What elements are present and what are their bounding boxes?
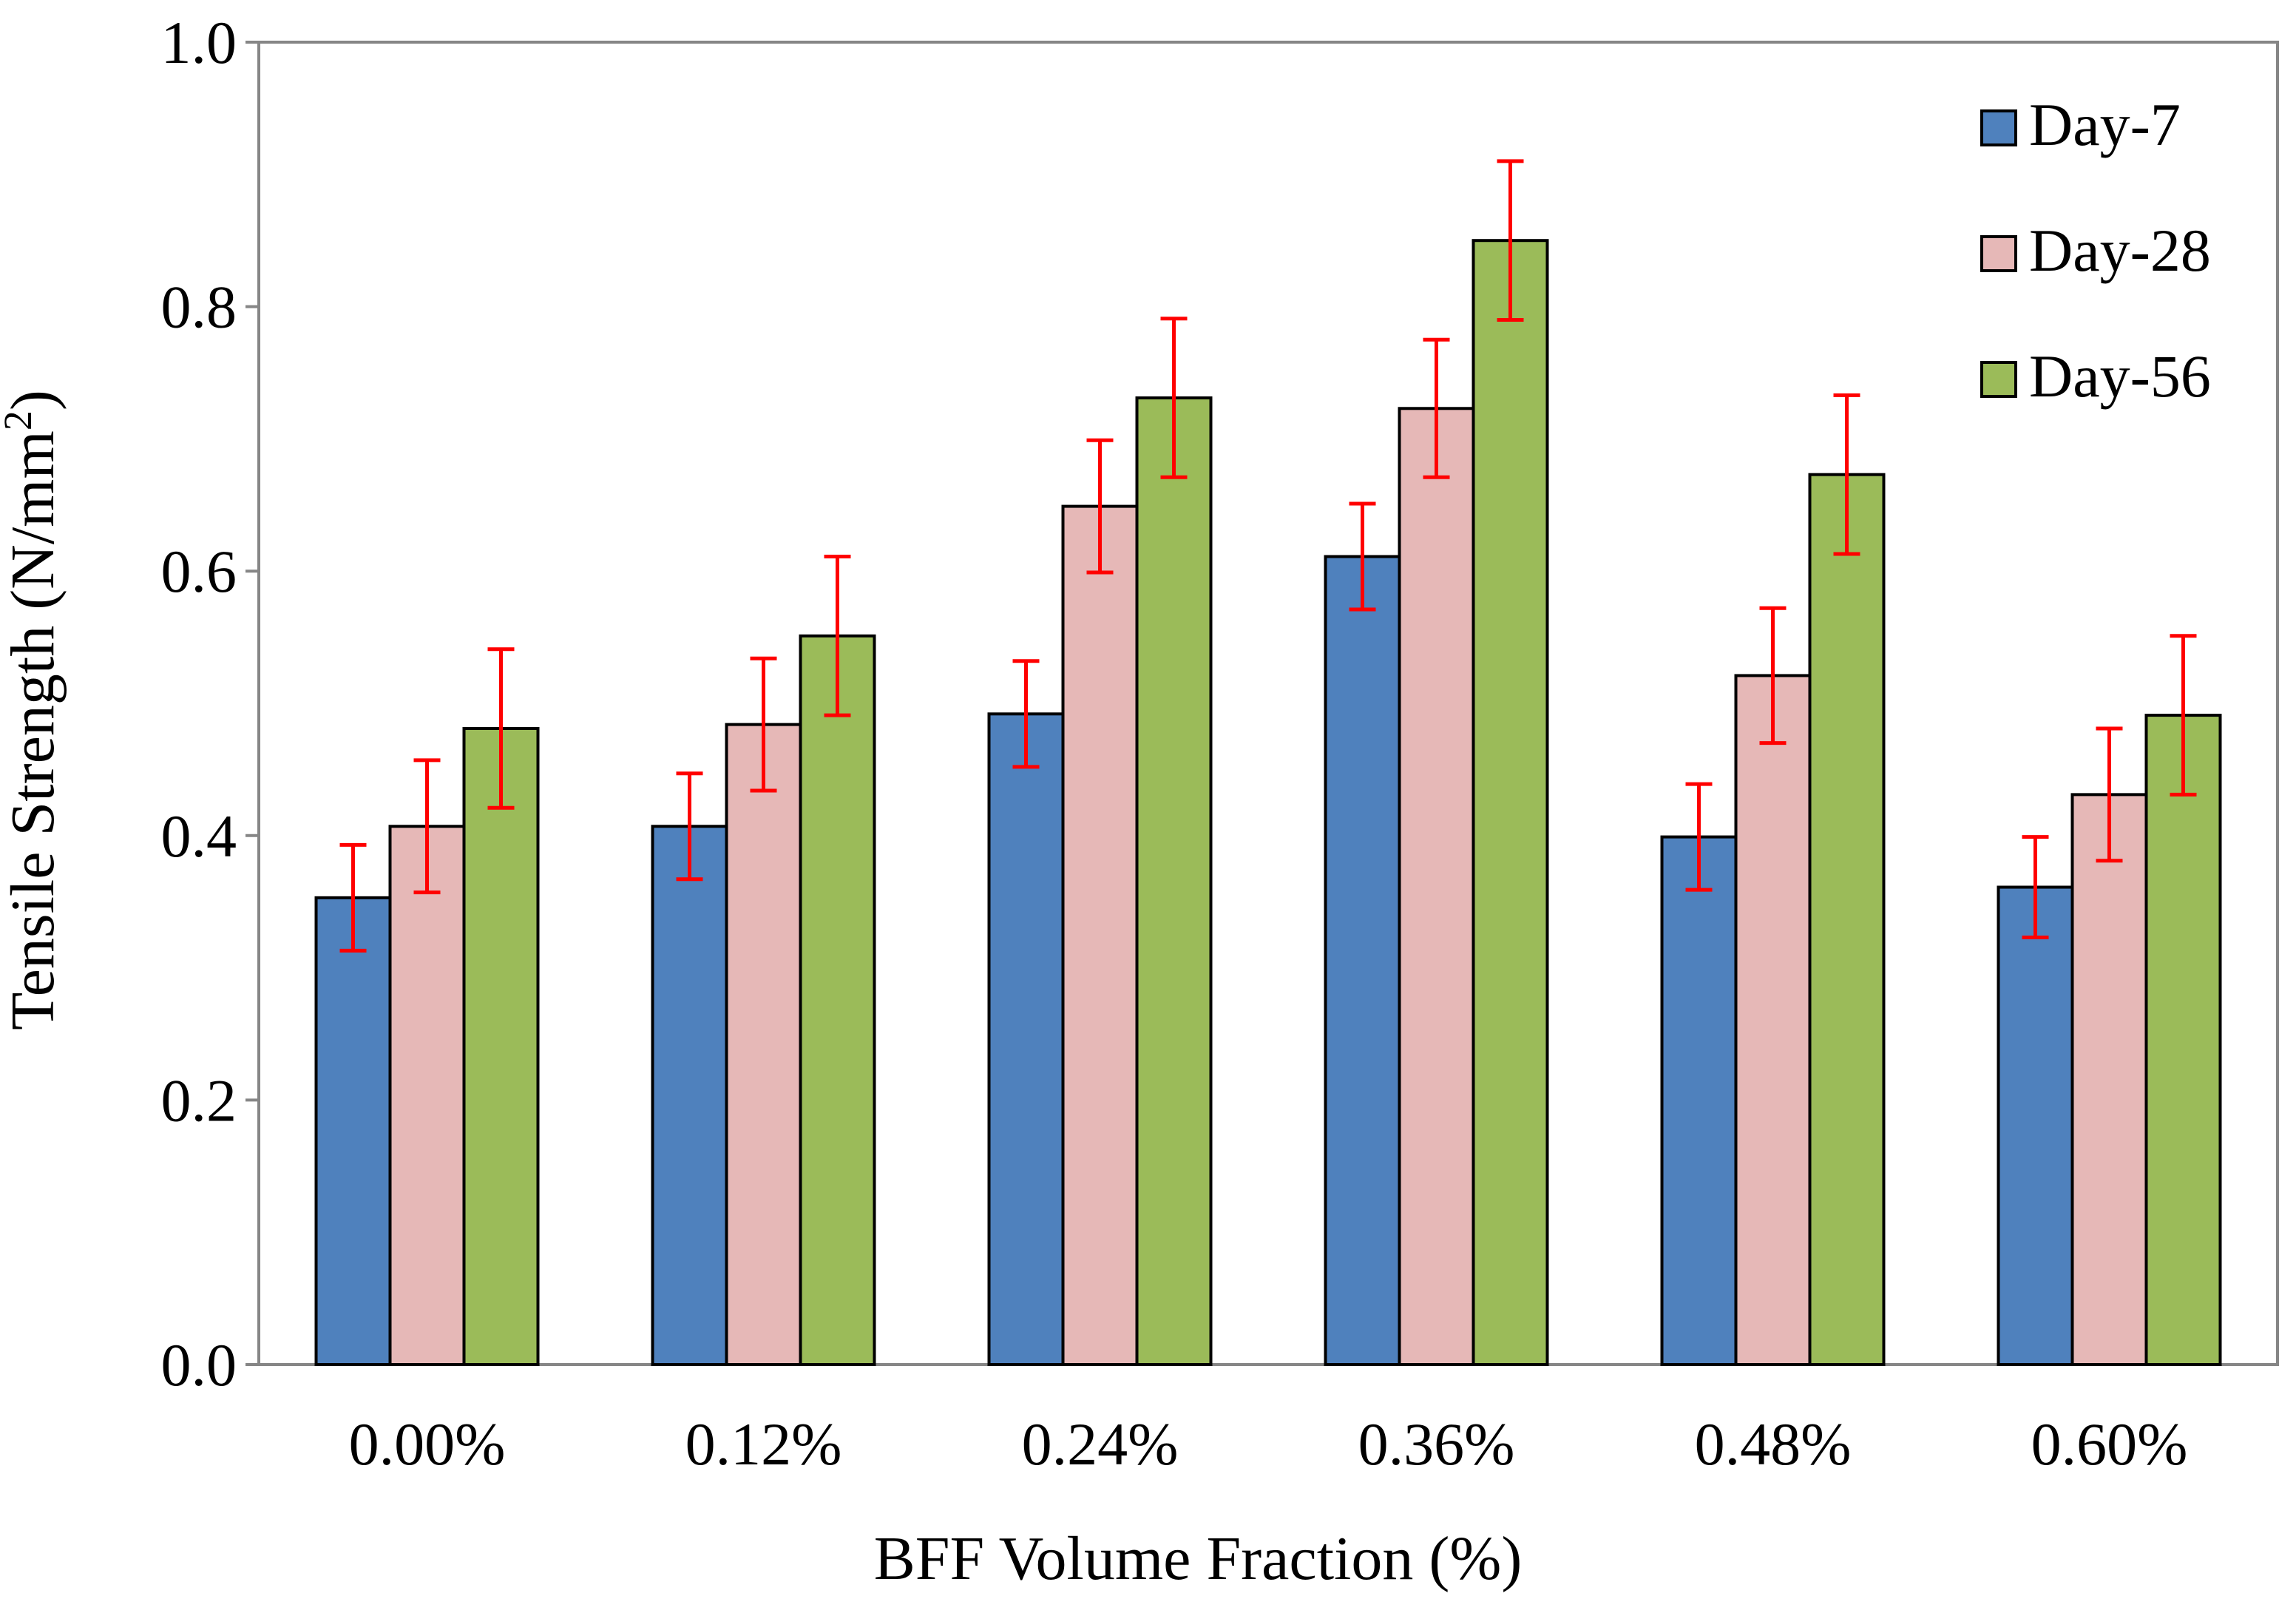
y-tick-label: 0.0 [161,1331,237,1399]
error-bar [1833,393,1860,556]
error-bar [487,647,515,810]
x-axis-title: BFF Volume Fraction (%) [874,1524,1523,1593]
y-tick-label: 0.2 [161,1066,237,1134]
error-bar [1685,782,1713,892]
error-bar [1423,337,1450,479]
error-bar [1759,606,1787,746]
bar [1808,473,1886,1366]
error-bar [1160,317,1188,479]
legend-label: Day-28 [2029,217,2211,284]
bar-group [987,317,1213,1366]
y-tick-label: 0.8 [161,274,237,341]
y-axis-title-superscript: 2 [0,410,40,430]
bar [2144,714,2222,1366]
error-bar [2096,726,2123,863]
legend-item: Day-7 [1980,91,2181,158]
y-axis-title-main: Tensile Strength (N/mm [0,430,67,1030]
bar [2070,793,2148,1366]
error-bar [824,555,851,717]
y-tick-label: 0.4 [161,802,237,870]
y-tick-label: 0.6 [161,538,237,605]
y-axis-title-close: ) [0,390,67,410]
bar [799,634,876,1366]
error-bar [676,771,703,882]
bar-group [1660,393,1886,1366]
bar [1324,555,1401,1366]
error-bar [339,842,367,953]
bar [388,825,466,1367]
legend-label: Day-56 [2029,342,2211,410]
bar [314,896,392,1367]
error-bar [1349,501,1376,612]
error-bar [1497,159,1524,322]
x-tick-label: 0.60% [2031,1410,2188,1478]
bar [725,723,802,1366]
plot-border [257,41,2279,1366]
x-axis: 0.00% 0.12% 0.24% 0.36% 0.48% 0.60% [349,1410,2188,1478]
x-tick-label: 0.12% [685,1410,842,1478]
legend-swatch [1980,109,2017,146]
y-axis: 0.0 0.2 0.4 0.6 0.8 1.0 [161,9,259,1399]
error-bar [1012,659,1040,769]
legend-label: Day-7 [2029,91,2181,158]
bar [651,825,728,1367]
bar [1472,239,1549,1367]
error-bar [2170,634,2197,797]
legend-swatch [1980,361,2017,398]
legend-swatch [1980,235,2017,272]
bar [1135,396,1213,1366]
x-tick-label: 0.24% [1022,1410,1179,1478]
bar [1061,504,1139,1366]
x-tick-label: 0.48% [1695,1410,1852,1478]
plot-area [257,41,2279,1367]
bar [1660,835,1738,1366]
bar-group [1324,159,1549,1367]
bar [1997,885,2074,1366]
error-bar [750,656,777,793]
error-bar [2022,835,2049,939]
bar-group [314,647,540,1367]
bar [1734,674,1812,1366]
legend-item: Day-56 [1980,342,2211,410]
bar-group [651,555,876,1367]
x-tick-label: 0.36% [1358,1410,1515,1478]
error-bar [413,758,441,895]
bar [462,726,540,1366]
bar [987,712,1065,1366]
bar-group [1997,634,2222,1366]
legend-item: Day-28 [1980,217,2211,284]
bar [1398,407,1475,1366]
error-bar [1086,438,1114,575]
y-axis-title: Tensile Strength (N/mm2) [0,390,67,1030]
legend: Day-7 Day-28 Day-56 [1980,91,2211,410]
y-tick-label: 1.0 [161,9,237,76]
x-tick-label: 0.00% [349,1410,506,1478]
